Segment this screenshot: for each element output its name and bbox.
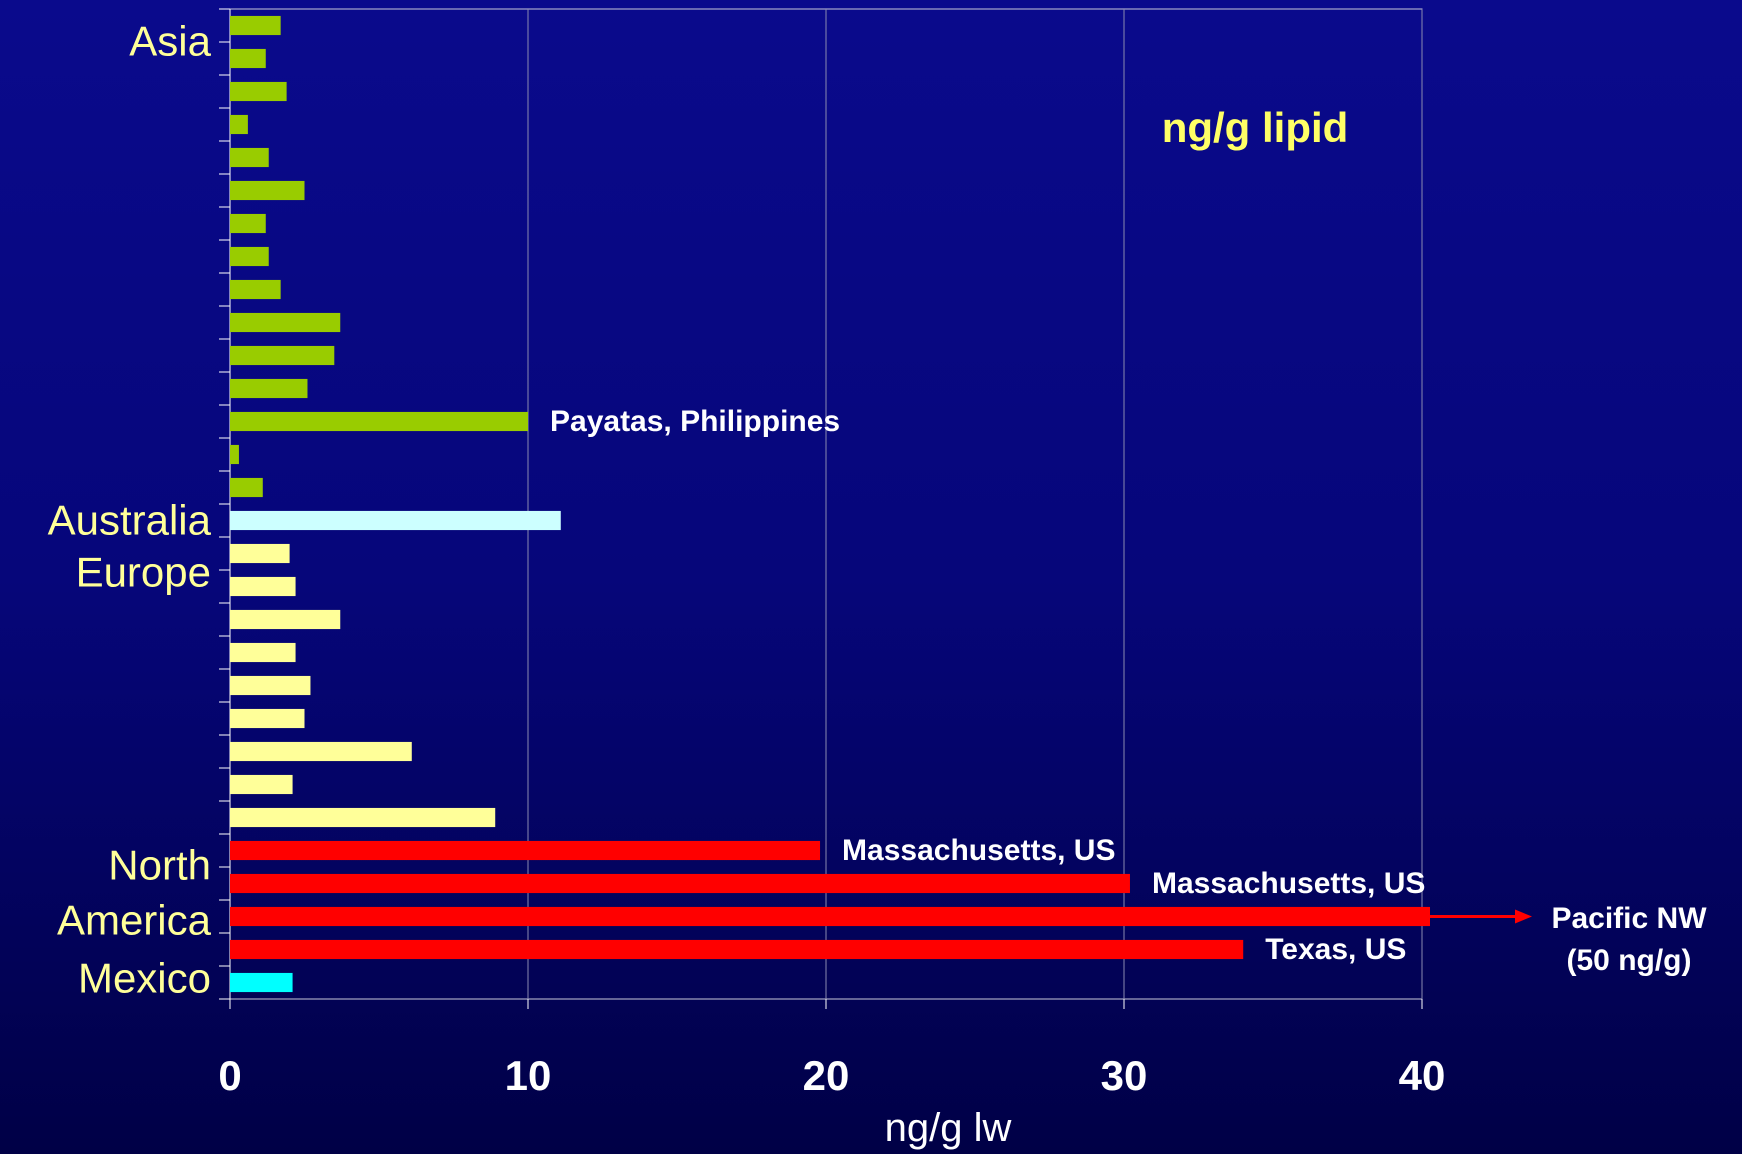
bar: [230, 147, 269, 168]
bar: [230, 708, 305, 729]
bar: [230, 840, 821, 861]
overflow-arrowhead: [1515, 909, 1532, 924]
bar: [230, 114, 248, 135]
bar: [230, 873, 1130, 894]
bar: [230, 543, 290, 564]
bar: [230, 213, 266, 234]
bar: [230, 906, 1430, 927]
bar-annotation: Massachusetts, US: [842, 833, 1116, 867]
bar: [230, 279, 281, 300]
bar: [230, 972, 293, 993]
bar-annotation: Payatas, Philippines: [550, 404, 841, 438]
bar: [230, 477, 263, 498]
bar: [230, 180, 305, 201]
bar: [230, 774, 293, 795]
x-tick-label: 20: [802, 1052, 850, 1099]
unit-annotation: ng/g lipid: [1161, 104, 1349, 151]
bar-annotation: Massachusetts, US: [1151, 866, 1426, 900]
bar: [230, 378, 308, 399]
bar: [230, 444, 239, 465]
category-label: Asia: [129, 17, 211, 65]
bar: [230, 576, 296, 597]
bar-annotation: Pacific NW (50 ng/g): [1551, 901, 1707, 977]
bar: [230, 15, 281, 36]
x-tick-label: 40: [1398, 1052, 1446, 1099]
bar: [230, 510, 561, 531]
category-label: Europe: [75, 549, 211, 596]
bar: [230, 48, 266, 69]
bar: [230, 609, 341, 630]
bar: [230, 312, 341, 333]
x-tick-label: 0: [218, 1052, 242, 1099]
bar-annotation: Texas, US: [1265, 932, 1407, 966]
bar: [230, 345, 335, 366]
bar: [230, 939, 1244, 960]
bar: [230, 81, 287, 102]
bar: [230, 411, 528, 432]
bar: [230, 246, 269, 267]
bar: [230, 741, 412, 762]
category-label: North America: [56, 841, 211, 944]
bar: [230, 675, 311, 696]
bar: [230, 642, 296, 663]
x-tick-label: 30: [1100, 1052, 1148, 1099]
category-label: Mexico: [77, 954, 211, 1002]
x-tick-label: 10: [504, 1052, 552, 1099]
x-axis-label: ng/g lw: [884, 1106, 1012, 1150]
category-label: Australia: [47, 496, 211, 544]
bar: [230, 807, 496, 828]
